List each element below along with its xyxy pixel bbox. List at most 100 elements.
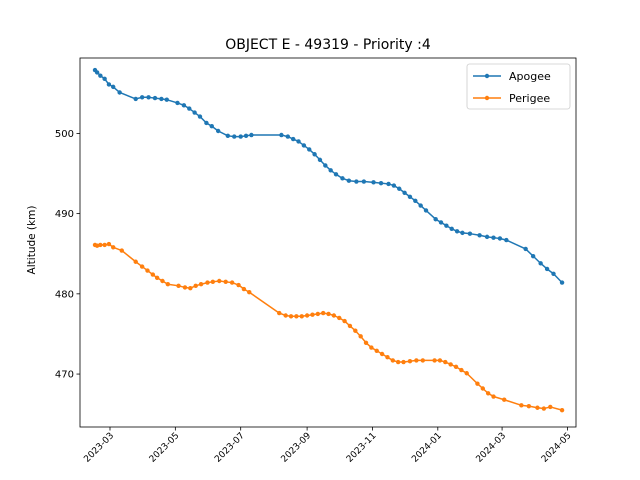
y-axis-label: Altitude (km) — [26, 206, 38, 275]
perigee-point — [111, 245, 116, 250]
apogee-point — [197, 114, 203, 119]
apogee-point — [301, 143, 307, 148]
perigee-point — [401, 359, 406, 365]
apogee-point — [467, 231, 473, 236]
apogee-point — [423, 208, 429, 213]
perigee-point — [363, 340, 369, 345]
apogee-point — [317, 157, 323, 163]
perigee-point — [432, 358, 437, 363]
perigee-point — [119, 248, 124, 253]
series-group — [92, 67, 565, 413]
perigee-point — [106, 241, 112, 247]
apogee-point — [386, 181, 391, 187]
apogee-point — [249, 132, 254, 138]
perigee-point — [205, 280, 210, 285]
perigee-point — [102, 242, 107, 248]
apogee-point — [491, 235, 496, 240]
apogee-point — [413, 198, 418, 203]
perigee-point — [395, 359, 401, 365]
apogee-point — [438, 220, 444, 225]
perigee-point — [315, 311, 321, 317]
perigee-point — [374, 348, 379, 353]
apogee-point — [290, 136, 296, 142]
apogee-point — [279, 132, 284, 138]
perigee-point — [414, 358, 419, 363]
perigee-point — [198, 282, 204, 287]
apogee-point — [323, 163, 328, 168]
perigee-point — [288, 314, 294, 319]
y-tick-label: 480 — [55, 289, 74, 300]
apogee-point — [504, 237, 509, 243]
apogee-point — [98, 73, 103, 78]
legend-perigee-label: Perigee — [509, 92, 550, 105]
perigee-point — [443, 359, 448, 365]
apogee-point — [285, 134, 291, 139]
perigee-point — [299, 314, 304, 319]
perigee-point — [139, 264, 145, 269]
perigee-point — [526, 403, 532, 409]
apogee-point — [523, 246, 528, 252]
apogee-point — [312, 152, 317, 157]
legend: Apogee Perigee — [466, 63, 571, 110]
apogee-point — [346, 178, 352, 183]
perigee-point — [390, 358, 396, 363]
perigee-point — [210, 279, 216, 285]
perigee-point — [160, 278, 165, 284]
perigee-point — [236, 282, 241, 288]
perigee-point — [519, 403, 524, 408]
y-tick-label: 470 — [55, 370, 74, 381]
apogee-point — [164, 97, 169, 102]
apogee-point — [94, 70, 100, 75]
apogee-point — [477, 233, 482, 238]
apogee-point — [238, 134, 243, 139]
apogee-point — [187, 106, 192, 111]
perigee-point — [369, 345, 374, 350]
apogee-point — [328, 168, 333, 173]
apogee-point — [159, 96, 164, 102]
perigee-point — [247, 290, 252, 295]
apogee-point — [333, 172, 339, 177]
perigee-point — [98, 242, 103, 248]
perigee-point — [541, 406, 547, 411]
chart-title: OBJECT E - 49319 - Priority :4 — [225, 37, 431, 53]
apogee-point — [371, 180, 376, 185]
apogee-point — [215, 128, 221, 134]
apogee-point — [484, 234, 490, 240]
apogee-point — [181, 103, 187, 108]
y-tick-label: 500 — [55, 129, 74, 140]
apogee-point — [391, 183, 397, 188]
apogee-point — [538, 261, 543, 266]
perigee-point — [154, 275, 160, 280]
perigee-point — [559, 407, 565, 413]
perigee-point — [437, 358, 443, 363]
apogee-point — [133, 96, 138, 102]
perigee-point — [342, 318, 347, 324]
perigee-point — [358, 334, 363, 339]
apogee-point — [530, 253, 536, 259]
apogee-point — [111, 84, 116, 90]
apogee-point — [559, 280, 565, 285]
apogee-point — [102, 76, 107, 82]
perigee-point — [294, 314, 299, 319]
apogee-point — [232, 134, 237, 139]
apogee-point — [444, 223, 449, 228]
perigee-point — [277, 310, 282, 316]
apogee-point — [402, 190, 407, 195]
apogee-point — [551, 271, 556, 276]
perigee-point — [188, 286, 193, 291]
perigee-point — [331, 313, 337, 318]
apogee-point — [192, 110, 197, 115]
apogee-point — [497, 236, 503, 241]
perigee-point — [165, 282, 171, 287]
y-tick-label: 490 — [55, 209, 74, 220]
perigee-point — [150, 272, 156, 277]
apogee-point — [460, 230, 465, 236]
perigee-point — [475, 381, 480, 386]
perigee-point — [420, 358, 426, 363]
perigee-point — [229, 280, 235, 285]
apogee-point — [418, 203, 423, 208]
perigee-point — [133, 259, 138, 264]
apogee-point — [204, 120, 209, 126]
perigee-point — [310, 312, 315, 317]
perigee-point — [502, 397, 507, 402]
